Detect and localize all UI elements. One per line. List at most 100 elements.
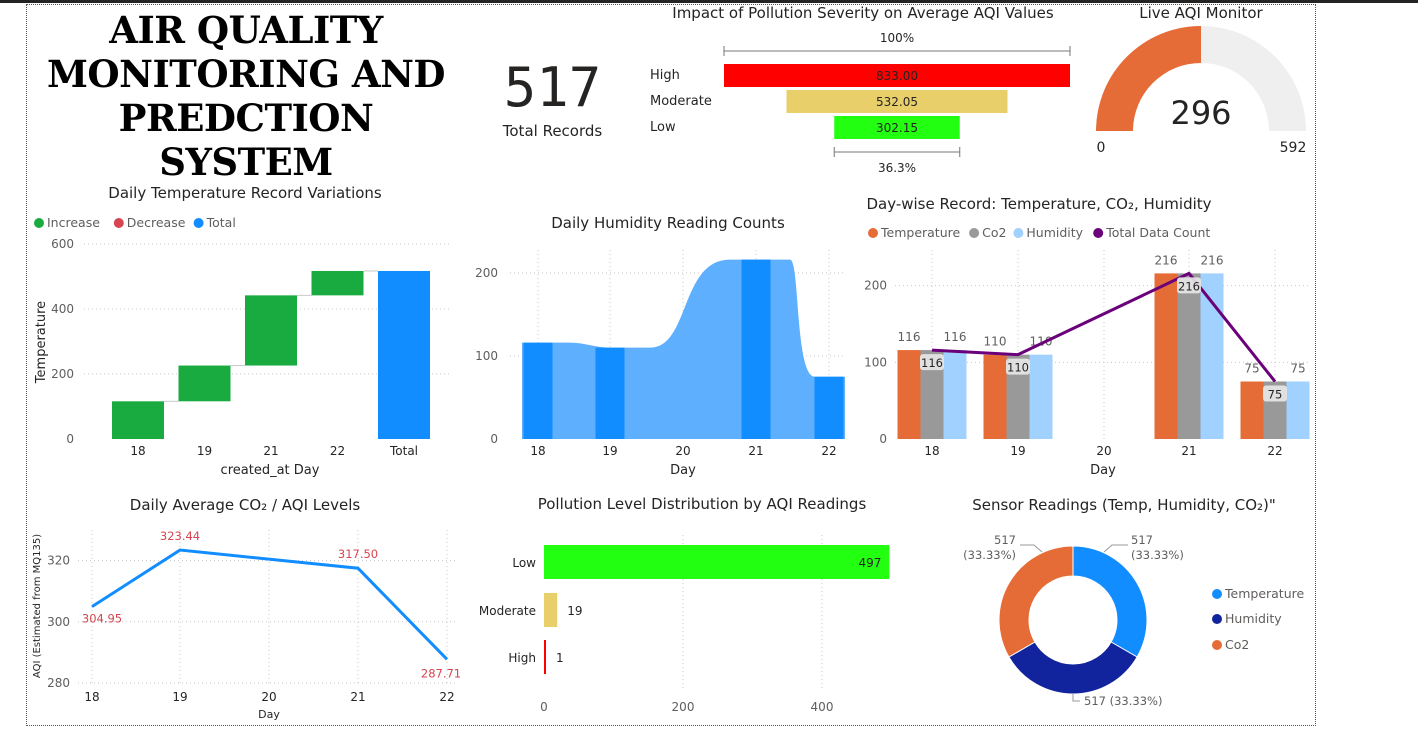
waterfall-title: Daily Temperature Record Variations <box>108 184 382 202</box>
donut-leader-0 <box>1103 544 1128 553</box>
gauge-title: Live AQI Monitor <box>1139 4 1263 22</box>
total-records-value: 517 <box>503 56 602 119</box>
humidity-xtick-0: 18 <box>530 444 545 458</box>
humidity-title: Daily Humidity Reading Counts <box>551 214 785 232</box>
title-line-1: AIR QUALITY <box>109 8 383 52</box>
humidity-xtick-4: 22 <box>821 444 836 458</box>
funnel-title: Impact of Pollution Severity on Average … <box>672 4 1054 22</box>
funnel-value-2: 302.15 <box>876 121 918 135</box>
co2-xlabel: Day <box>258 708 280 721</box>
combo-xtick-1: 19 <box>1010 444 1025 458</box>
combo-legend-marker-2 <box>1013 228 1024 238</box>
combo-bar-humidity-22 <box>1286 381 1310 439</box>
distribution-value-2: 1 <box>556 651 564 665</box>
combo-bar-humidity-21 <box>1200 273 1224 439</box>
combo-line-label-bg-4 <box>1263 385 1287 402</box>
co2-ytick-2: 320 <box>47 554 70 568</box>
combo-line-label-4: 75 <box>1268 388 1283 402</box>
waterfall-xtick-1: 19 <box>197 444 212 458</box>
humidity-bar-19 <box>595 347 625 439</box>
humidity-xtick-2: 20 <box>675 444 690 458</box>
gauge-value: 296 <box>1170 94 1231 132</box>
humidity-xlabel: Day <box>670 463 696 478</box>
distribution-bar-high <box>544 640 546 674</box>
distribution-category-2: High <box>508 651 536 665</box>
waterfall-legend-label-1: Decrease <box>127 215 186 230</box>
funnel-top-pct: 100% <box>880 31 914 45</box>
donut-label-bottom: 517 (33.33%) <box>1084 694 1162 708</box>
waterfall-xlabel: created_at Day <box>221 463 320 478</box>
co2-xtick-0: 18 <box>84 690 99 704</box>
donut-legend-label-0: Temperature <box>1224 586 1304 601</box>
combo-bar-temperature-22 <box>1240 381 1264 439</box>
co2-ylabel: AQI (Estimated from MQ135) <box>32 534 43 678</box>
combo-line-total <box>931 271 1277 383</box>
combo-bar-temperature-19 <box>983 354 1007 439</box>
combo-value-2-18: 116 <box>944 330 967 344</box>
co2-xtick-3: 21 <box>350 690 365 704</box>
co2-value-3: 317.50 <box>338 547 378 561</box>
combo-value-2-22: 75 <box>1290 362 1305 376</box>
co2-title: Daily Average CO₂ / AQI Levels <box>130 496 361 514</box>
funnel-category-2: Low <box>650 120 676 135</box>
distribution-xtick-1: 200 <box>672 700 695 714</box>
combo-value-0-22: 75 <box>1244 362 1259 376</box>
waterfall-ytick-3: 600 <box>51 237 74 251</box>
distribution-xtick-2: 400 <box>811 700 834 714</box>
combo-xtick-3: 21 <box>1181 444 1196 458</box>
combo-value-2-21: 216 <box>1201 253 1224 267</box>
co2-xtick-4: 22 <box>439 690 454 704</box>
waterfall-bar-18 <box>112 401 164 439</box>
combo-line-label-0: 116 <box>921 356 943 370</box>
funnel-bar-moderate <box>786 90 1008 113</box>
donut-legend-label-2: Co2 <box>1225 637 1249 652</box>
co2-line <box>91 548 449 661</box>
humidity-bar-21 <box>741 259 771 439</box>
distribution-xtick-0: 0 <box>540 700 548 714</box>
distribution-value-1: 19 <box>567 604 582 618</box>
donut-slice-humidity <box>1008 641 1138 695</box>
waterfall-ytick-0: 0 <box>66 432 74 446</box>
gauge-fill <box>1096 26 1201 131</box>
humidity-ytick-1: 100 <box>475 349 498 363</box>
distribution-title: Pollution Level Distribution by AQI Read… <box>538 495 867 513</box>
waterfall-bar-19 <box>178 365 231 402</box>
combo-value-0-19: 110 <box>984 335 1007 349</box>
distribution-bar-low <box>544 545 890 579</box>
funnel-bottom-pct: 36.3% <box>878 161 916 175</box>
dashboard-title: AIR QUALITY MONITORING AND PREDCTION SYS… <box>36 8 456 184</box>
combo-bar-co2-19 <box>1006 354 1030 439</box>
combo-bar-temperature-21 <box>1154 273 1178 439</box>
combo-line-label-bg-3 <box>1177 277 1201 294</box>
donut-label-pct-2: (33.33%) <box>963 548 1016 562</box>
waterfall-legend-marker-0 <box>34 218 44 228</box>
combo-bar-co2-18 <box>920 350 944 439</box>
donut-label-value-0: 517 <box>1131 533 1153 547</box>
waterfall-xtick-3: 22 <box>330 444 345 458</box>
waterfall-legend-marker-2 <box>193 218 204 228</box>
combo-bar-temperature-18 <box>897 350 921 439</box>
humidity-bar-22 <box>814 376 844 439</box>
co2-xtick-1: 19 <box>172 690 187 704</box>
combo-line-label-3: 216 <box>1178 279 1200 293</box>
combo-value-0-21: 216 <box>1155 253 1178 267</box>
combo-legend-marker-1 <box>969 228 980 238</box>
waterfall-legend-marker-1 <box>113 218 124 228</box>
combo-legend-label-0: Temperature <box>880 225 960 240</box>
total-records-label: Total Records <box>502 122 603 140</box>
combo-legend-label-2: Humidity <box>1026 225 1083 240</box>
combo-bar-humidity-18 <box>943 350 967 439</box>
combo-title: Day-wise Record: Temperature, CO₂, Humid… <box>866 195 1211 213</box>
title-line-3: PREDCTION SYSTEM <box>118 96 374 184</box>
humidity-bar-18 <box>523 342 553 439</box>
waterfall-legend-label-2: Total <box>206 215 236 230</box>
combo-bar-co2-21 <box>1177 273 1201 439</box>
distribution-category-0: Low <box>512 556 536 570</box>
donut-label-pct-0: (33.33%) <box>1131 548 1184 562</box>
waterfall-xtick-2: 21 <box>263 444 278 458</box>
combo-xlabel: Day <box>1090 463 1116 478</box>
combo-value-0-18: 116 <box>898 330 921 344</box>
top-border <box>0 0 1418 3</box>
funnel-value-1: 532.05 <box>876 95 918 109</box>
